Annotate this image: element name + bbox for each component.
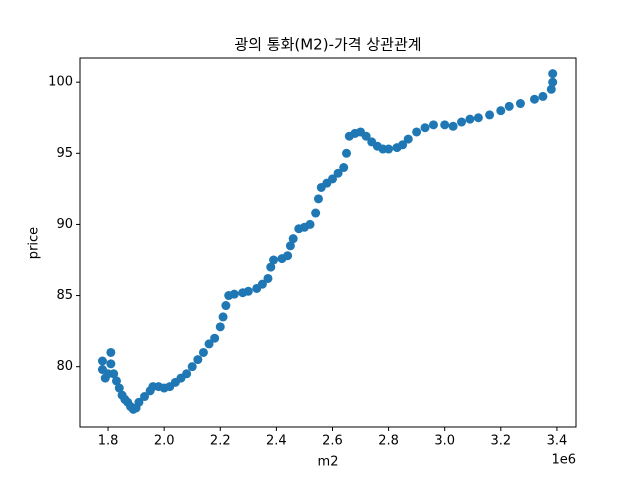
- x-tick-label: 2.2: [210, 434, 231, 449]
- y-tick-label: 95: [56, 146, 73, 161]
- y-tick-label: 80: [56, 359, 73, 374]
- y-tick-label: 100: [48, 75, 73, 90]
- scatter-point: [263, 273, 273, 283]
- scatter-point: [111, 376, 121, 386]
- scatter-point: [496, 106, 506, 116]
- scatter-point: [218, 312, 228, 322]
- x-tick-label: 1.8: [98, 434, 119, 449]
- scatter-point: [473, 113, 483, 123]
- scatter-point: [327, 174, 337, 184]
- x-offset-label: 1e6: [551, 453, 576, 468]
- scatter-point: [198, 347, 208, 357]
- scatter-point: [140, 392, 150, 402]
- scatter-point: [204, 339, 214, 349]
- scatter-point: [182, 369, 192, 379]
- scatter-point: [529, 94, 539, 104]
- chart-title: 광의 통화(M2)-가격 상관관계: [234, 36, 421, 54]
- scatter-point: [193, 355, 203, 365]
- scatter-point: [243, 286, 253, 296]
- plot-frame: [79, 57, 577, 428]
- scatter-point: [134, 397, 144, 407]
- x-tick-label: 2.8: [378, 434, 399, 449]
- scatter-point: [465, 114, 475, 124]
- scatter-point: [313, 194, 323, 204]
- scatter-point: [339, 163, 349, 173]
- scatter-point: [485, 110, 495, 120]
- x-tick-label: 3.2: [490, 434, 511, 449]
- scatter-point: [229, 289, 239, 299]
- x-tick-label: 2.4: [266, 434, 287, 449]
- scatter-point: [384, 144, 394, 154]
- scatter-point: [398, 140, 408, 150]
- scatter-point: [109, 369, 119, 379]
- scatter-point: [515, 99, 525, 109]
- x-tick-label: 2.6: [322, 434, 343, 449]
- scatter-point: [187, 362, 197, 372]
- scatter-point: [215, 322, 225, 332]
- scatter-point: [311, 208, 321, 218]
- scatter-point: [428, 120, 438, 130]
- scatter-point: [114, 383, 124, 393]
- scatter-point: [333, 168, 343, 178]
- scatter-point: [106, 359, 116, 369]
- scatter-point: [403, 134, 413, 144]
- scatter-point: [288, 234, 298, 244]
- scatter-point: [106, 347, 116, 357]
- x-axis-label: m2: [318, 455, 339, 470]
- scatter-point: [448, 121, 458, 131]
- scatter-point: [546, 84, 556, 94]
- scatter-point: [305, 219, 315, 229]
- scatter-point: [548, 77, 558, 87]
- scatter-point: [457, 117, 467, 127]
- scatter-point: [412, 127, 422, 137]
- scatter-point: [221, 301, 231, 311]
- scatter-point: [257, 279, 267, 289]
- scatter-point: [548, 69, 558, 79]
- scatter-point: [342, 148, 352, 158]
- scatter-point: [283, 251, 293, 261]
- x-tick-label: 3.4: [547, 434, 568, 449]
- x-tick-label: 3.0: [434, 434, 455, 449]
- scatter-point: [504, 101, 514, 111]
- y-axis-label: price: [27, 227, 42, 259]
- scatter-point: [420, 123, 430, 133]
- scatter-point: [285, 241, 295, 251]
- scatter-point: [440, 120, 450, 130]
- x-tick-label: 2.0: [154, 434, 175, 449]
- scatter-point: [361, 131, 371, 141]
- y-tick-label: 90: [56, 217, 73, 232]
- scatter-point: [266, 262, 276, 272]
- scatter-point: [97, 356, 107, 366]
- scatter-point: [538, 91, 548, 101]
- scatter-point: [269, 255, 279, 265]
- y-tick-label: 85: [56, 288, 73, 303]
- scatter-point: [210, 333, 220, 343]
